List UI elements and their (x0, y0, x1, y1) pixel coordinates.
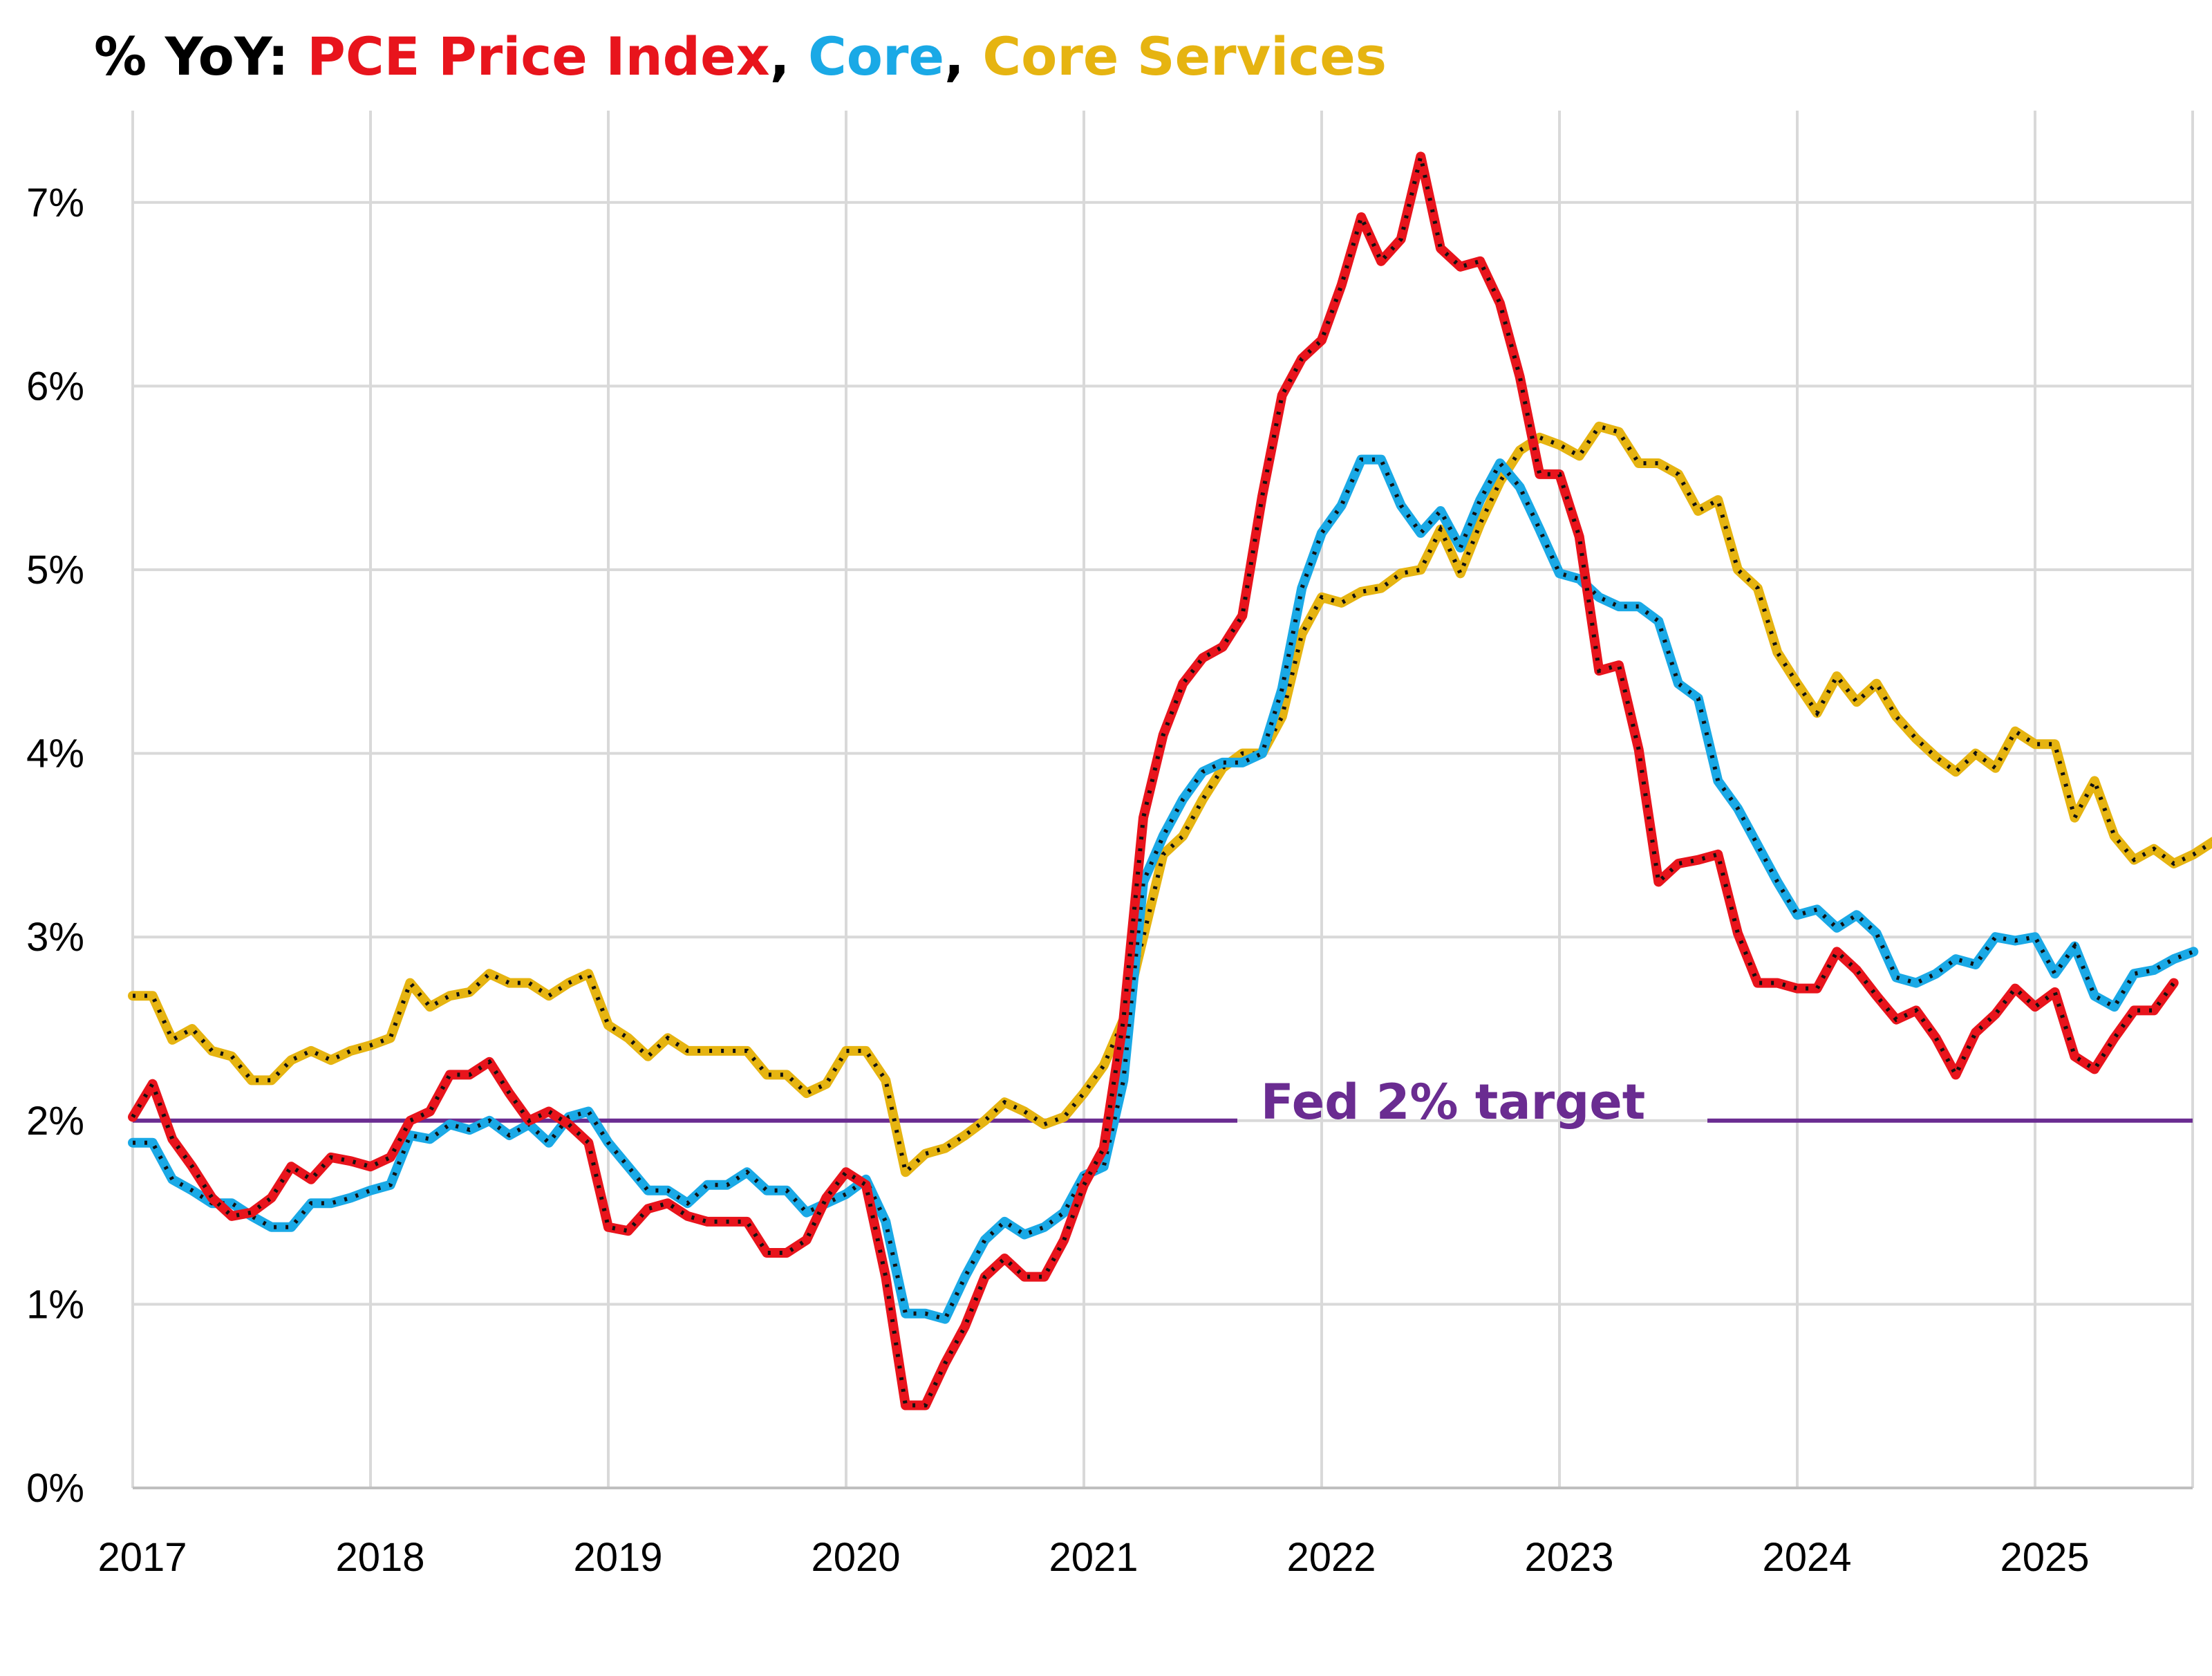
title-part-4: Core Services (982, 26, 1387, 87)
x-tick-label: 2022 (1286, 1535, 1376, 1580)
series-dots-0 (133, 424, 2212, 1176)
series-lines (128, 151, 2212, 1410)
x-tick-label: 2021 (1049, 1535, 1138, 1580)
y-axis-ticks: 0% 1% 2% 3% 4% 5% 6% 7% (26, 180, 84, 1511)
title-part-1: , (770, 26, 808, 87)
title-part-3: , (944, 26, 982, 87)
y-tick-label: 6% (26, 364, 84, 409)
x-tick-label: 2020 (811, 1535, 900, 1580)
series-line-0 (128, 421, 2212, 1177)
y-tick-label: 3% (26, 915, 84, 960)
grid (131, 111, 2194, 1488)
x-axis-ticks: 2017 2018 2019 2020 2021 2022 2023 2024 2025 (97, 1535, 2089, 1580)
chart-title: % YoY: PCE Price Index, Core, Core Servi… (94, 26, 1387, 87)
series-line-1 (128, 454, 2199, 1324)
x-tick-label: 2025 (2000, 1535, 2089, 1580)
title-part-2: Core (808, 26, 944, 87)
y-tick-label: 5% (26, 548, 84, 593)
x-tick-label: 2019 (573, 1535, 662, 1580)
title-part-0: PCE Price Index (307, 26, 770, 87)
x-tick-label: 2018 (335, 1535, 424, 1580)
x-tick-label: 2023 (1524, 1535, 1613, 1580)
y-tick-label: 4% (26, 732, 84, 776)
series-dots-1 (133, 457, 2195, 1322)
x-tick-label: 2024 (1762, 1535, 1851, 1580)
y-tick-label: 0% (26, 1466, 84, 1511)
fed-target-label: Fed 2% target (1261, 1074, 1645, 1130)
title-prefix: % YoY: (94, 26, 307, 87)
series-line-2 (128, 151, 2179, 1410)
y-tick-label: 2% (26, 1099, 84, 1144)
y-tick-label: 7% (26, 180, 84, 225)
y-tick-label: 1% (26, 1282, 84, 1327)
series-dots-2 (131, 156, 2176, 1408)
x-tick-label: 2017 (97, 1535, 187, 1580)
